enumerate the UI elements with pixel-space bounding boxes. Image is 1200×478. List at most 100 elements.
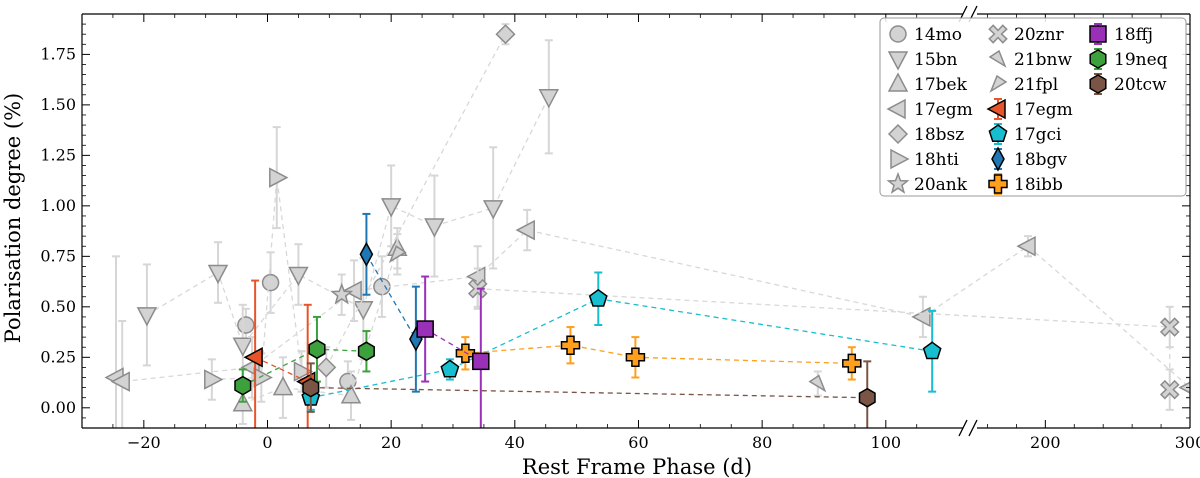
axis-break-bottom-0 [958, 419, 968, 437]
x-tick-label: 100 [871, 433, 902, 452]
axis-break-bottom-1 [968, 419, 978, 437]
data-layer [104, 23, 1190, 428]
point-19neq-1 [308, 339, 326, 360]
y-tick-label: 1.50 [40, 95, 76, 114]
point-18bsz-0 [316, 357, 337, 378]
legend-item-17egm: 17egm [986, 98, 1073, 120]
point-17bek-2 [340, 384, 362, 404]
point-18hti-1 [253, 367, 273, 388]
legend-marker-18bgv [991, 146, 1005, 172]
point-14mo-0 [237, 316, 255, 334]
legend-item-20tcw: 20tcw [1089, 73, 1167, 95]
point-17gci-2 [588, 288, 608, 307]
legend-item-14mo: 14mo [889, 25, 962, 45]
series-18ffj [416, 275, 490, 428]
legend-item-18ibb: 18ibb [988, 173, 1063, 195]
point-17egm-8 [1178, 381, 1190, 394]
legend-item-21fpl: 21fpl [989, 74, 1058, 95]
point-17egm-5 [515, 219, 535, 241]
point-21bnw-0 [808, 374, 827, 393]
point-17gci-3 [922, 341, 942, 360]
legend-item-18bsz: 18bsz [887, 123, 964, 145]
legend-item-18ffj: 18ffj [1089, 23, 1153, 45]
series-line-17egm [254, 356, 308, 383]
legend-item-18hti: 18hti [890, 148, 959, 170]
series-18ibb [455, 326, 862, 381]
point-15bn-4 [353, 301, 374, 321]
point-20tcw-1 [858, 387, 876, 408]
point-15bn-8 [538, 89, 560, 109]
x-tick-label: 300 [1175, 433, 1200, 452]
legend-label: 20ank [914, 175, 968, 195]
point-17egm-3 [342, 280, 362, 301]
legend-marker-14mo [889, 25, 907, 43]
series-19neq [234, 315, 375, 403]
series-line-20znr [477, 288, 1171, 390]
point-18bsz-1 [495, 24, 516, 45]
legend-marker-20znr [988, 24, 1008, 44]
legend-marker-17egm [886, 98, 906, 120]
point-17egm-6 [911, 306, 931, 328]
legend-item-20ank: 20ank [886, 171, 968, 195]
x-axis-label: Rest Frame Phase (d) [522, 455, 752, 478]
legend-marker-18ffj [1089, 25, 1107, 43]
point-17egm-4 [466, 266, 486, 287]
legend-label: 18bgv [1014, 150, 1067, 170]
series-17gci [301, 271, 942, 411]
point-15bn-0 [136, 307, 158, 327]
point-18ffj-0 [416, 320, 434, 338]
point-18ibb-2 [625, 347, 646, 368]
legend: 14mo 15bn 17bek 17egm 18bsz 18hti 20ank 20znr 21… [879, 17, 1187, 197]
point-19neq-2 [357, 341, 375, 362]
point-20ank-0 [330, 282, 354, 305]
point-18ibb-3 [842, 353, 862, 374]
y-tick-label: 1.00 [40, 196, 76, 215]
point-18ibb-0 [455, 343, 476, 364]
legend-label: 19neq [1114, 50, 1168, 70]
x-tick-label: 40 [505, 433, 525, 452]
series-21bnw [808, 370, 827, 397]
point-18hti-3 [293, 361, 314, 382]
series-line-18bsz [325, 33, 507, 368]
y-tick-label: 0.50 [40, 297, 76, 316]
series-line-20tcw [310, 386, 868, 399]
legend-label: 15bn [914, 50, 958, 70]
series-line-17bek [242, 248, 398, 405]
y-tick-label: 1.75 [40, 44, 76, 63]
legend-marker-17gci [988, 124, 1008, 143]
point-17egm-7 [1016, 235, 1036, 257]
point-19neq-0 [234, 375, 252, 396]
legend-item-21bnw: 21bnw [988, 49, 1072, 70]
point-15bn-7 [482, 200, 504, 220]
legend-item-20znr: 20znr [988, 24, 1065, 45]
y-tick-label: 1.25 [40, 145, 76, 164]
x-tick-label: 80 [752, 433, 772, 452]
point-15bn-5 [380, 198, 402, 218]
series-line-18ffj [424, 328, 482, 362]
legend-item-15bn: 15bn [887, 50, 958, 71]
point-18hti-2 [269, 167, 289, 188]
legend-label: 17egm [1014, 100, 1073, 120]
legend-label: 18bsz [914, 125, 964, 145]
legend-label: 17bek [914, 75, 968, 95]
point-15bn-1 [207, 264, 229, 285]
point-17bek-1 [272, 375, 294, 396]
legend-marker-15bn [887, 51, 909, 71]
legend-marker-18hti [890, 148, 910, 170]
legend-marker-21fpl [989, 74, 1008, 93]
legend-label: 14mo [914, 25, 962, 45]
y-axis-label: Polarisation degree (%) [1, 93, 25, 343]
series-18bgv [359, 212, 423, 393]
legend-item-17bek: 17bek [887, 72, 968, 95]
legend-label: 21bnw [1014, 50, 1072, 70]
legend-item-18bgv: 18bgv [991, 146, 1067, 172]
series-line-18bgv [365, 253, 417, 340]
series-20tcw [302, 360, 876, 428]
point-17egm-0 [243, 347, 263, 368]
point-14mo-1 [261, 273, 280, 292]
point-15bn-6 [424, 218, 445, 238]
point-20znr-2 [1159, 379, 1180, 400]
x-tick-label: 0 [262, 433, 272, 452]
point-18hti-0 [204, 369, 224, 390]
